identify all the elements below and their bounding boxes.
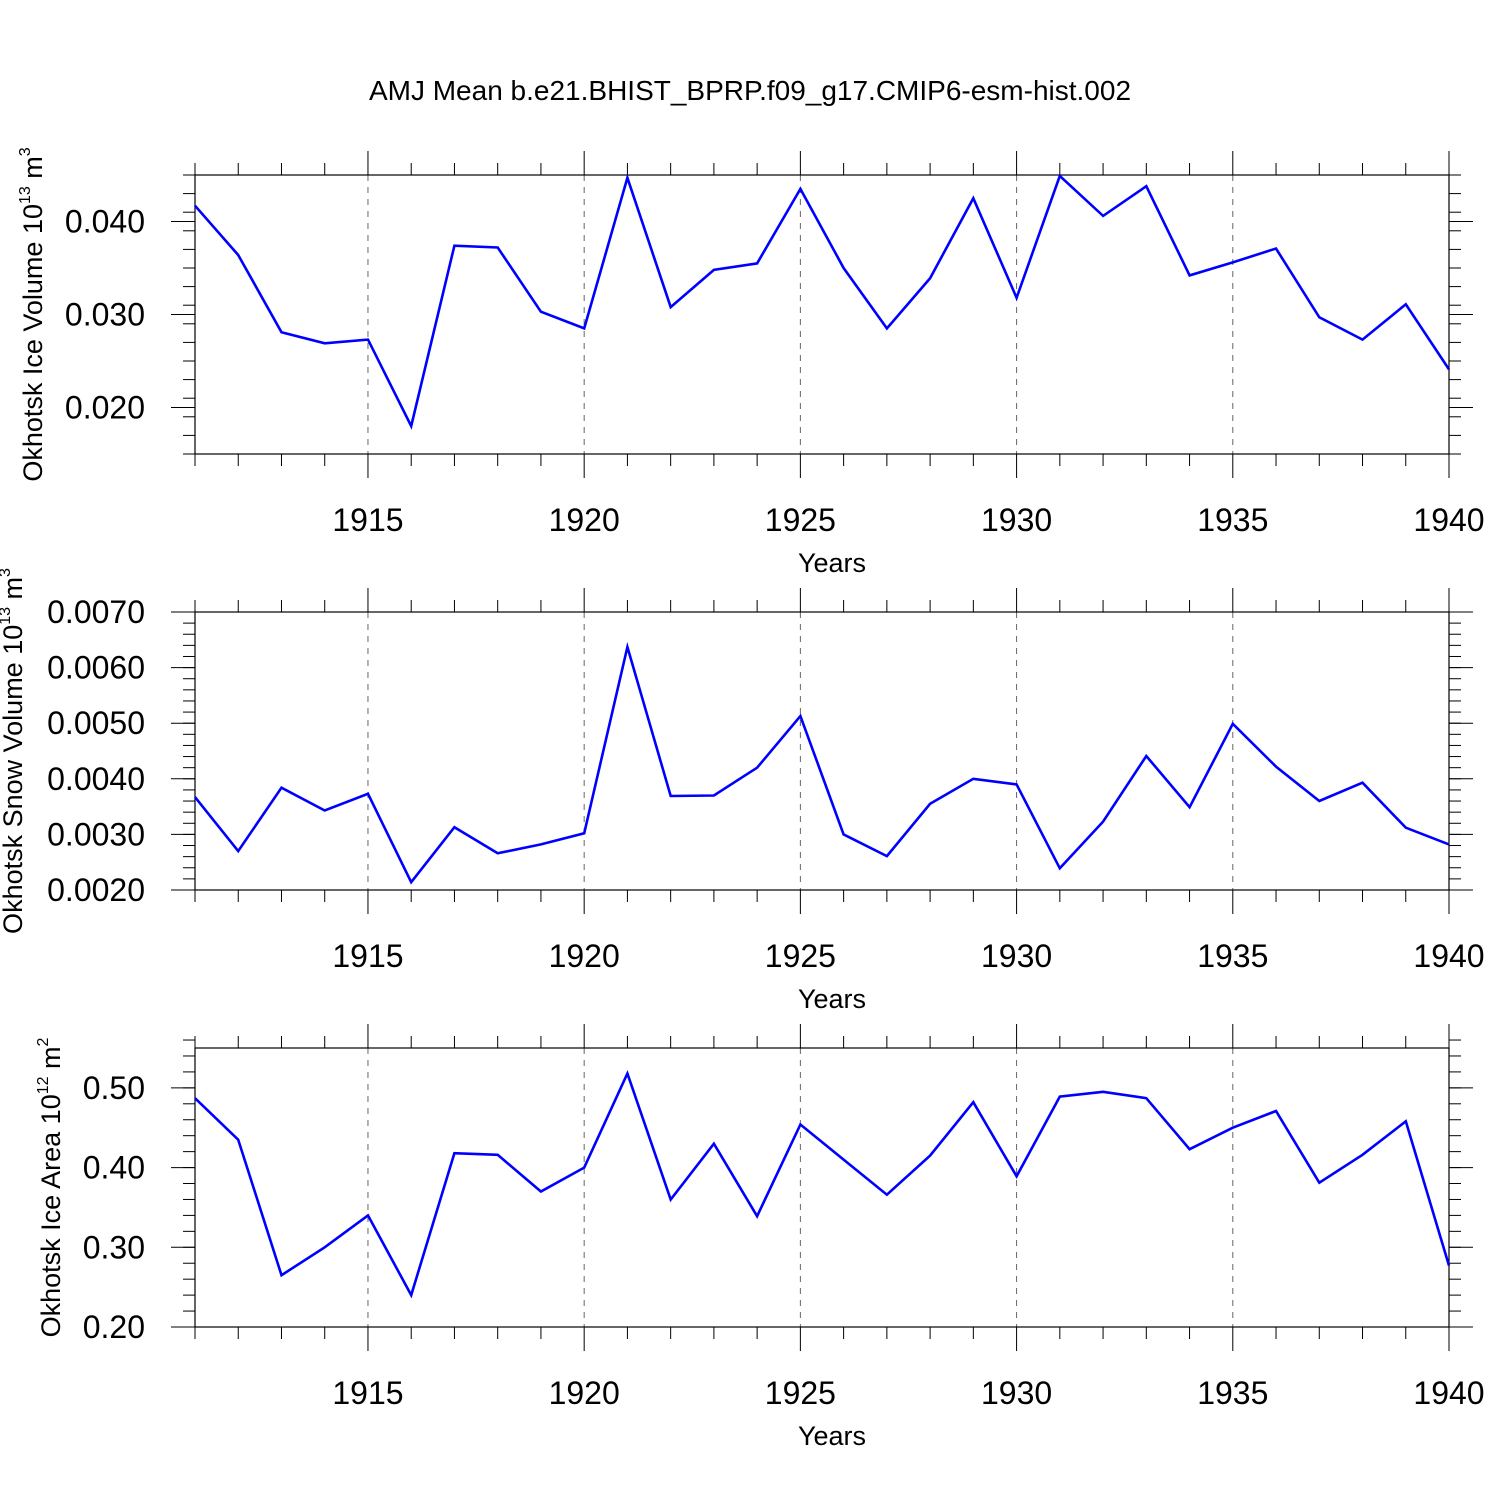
y-tick-label: 0.0060 <box>47 650 145 686</box>
y-tick-label: 0.040 <box>65 204 145 240</box>
y-tick-label: 0.0030 <box>47 816 145 852</box>
x-tick-label: 1930 <box>981 502 1052 538</box>
x-tick-label: 1920 <box>549 502 620 538</box>
x-tick-label: 1930 <box>981 938 1052 974</box>
y-tick-label: 0.030 <box>65 297 145 333</box>
chart-title: AMJ Mean b.e21.BHIST_BPRP.f09_g17.CMIP6-… <box>369 75 1131 106</box>
x-tick-label: 1940 <box>1413 502 1484 538</box>
y-tick-label: 0.40 <box>83 1150 145 1186</box>
x-tick-label: 1925 <box>765 1375 836 1411</box>
x-tick-label: 1915 <box>332 938 403 974</box>
y-axis-title: Okhotsk Snow Volume 1013 m3 <box>0 568 28 934</box>
series-line <box>193 641 1450 885</box>
y-tick-label: 0.0070 <box>47 594 145 630</box>
y-tick-label: 0.0050 <box>47 705 145 741</box>
x-tick-label: 1925 <box>765 938 836 974</box>
plot-frame <box>194 611 1450 891</box>
series-line <box>194 1070 1451 1299</box>
panels: 1915 1920 1925 1930 1935 1940 0.020 0.030 0.040 Y… <box>0 147 1485 1451</box>
y-axis-title: Okhotsk Ice Area 1012 m2 <box>35 1037 66 1337</box>
series-line <box>194 173 1451 430</box>
y-axis-title: Okhotsk Ice Volume 1013 m3 <box>17 147 48 481</box>
panel-snow-volume: 1915 1920 1925 1930 1935 1940 0.0020 0.0030 0.00… <box>0 568 1485 1014</box>
x-tick-label: 1940 <box>1413 1375 1484 1411</box>
x-tick-label: 1935 <box>1197 938 1268 974</box>
y-tick-label: 0.0020 <box>47 872 145 908</box>
x-tick-label: 1940 <box>1413 938 1484 974</box>
x-tick-label: 1925 <box>765 502 836 538</box>
y-tick-label: 0.20 <box>83 1309 145 1345</box>
y-tick-label: 0.0040 <box>47 761 145 797</box>
x-tick-label: 1935 <box>1197 502 1268 538</box>
y-tick-label: 0.50 <box>83 1070 145 1106</box>
y-tick-label: 0.30 <box>83 1229 145 1265</box>
plot-frame <box>194 1047 1450 1328</box>
x-axis-title: Years <box>798 984 866 1014</box>
y-tick-label: 0.020 <box>65 390 145 426</box>
x-tick-label: 1920 <box>549 938 620 974</box>
x-tick-label: 1920 <box>549 1375 620 1411</box>
x-axis-title: Years <box>798 548 866 578</box>
x-tick-label: 1915 <box>332 1375 403 1411</box>
x-tick-label: 1930 <box>981 1375 1052 1411</box>
panel-ice-volume: 1915 1920 1925 1930 1935 1940 0.020 0.030 0.040 Y… <box>17 147 1485 578</box>
x-tick-label: 1915 <box>332 502 403 538</box>
x-axis-title: Years <box>798 1421 866 1451</box>
x-tick-label: 1935 <box>1197 1375 1268 1411</box>
panel-ice-area: 1915 1920 1925 1930 1935 1940 0.20 0.30 0.40 0.50… <box>35 1024 1485 1451</box>
